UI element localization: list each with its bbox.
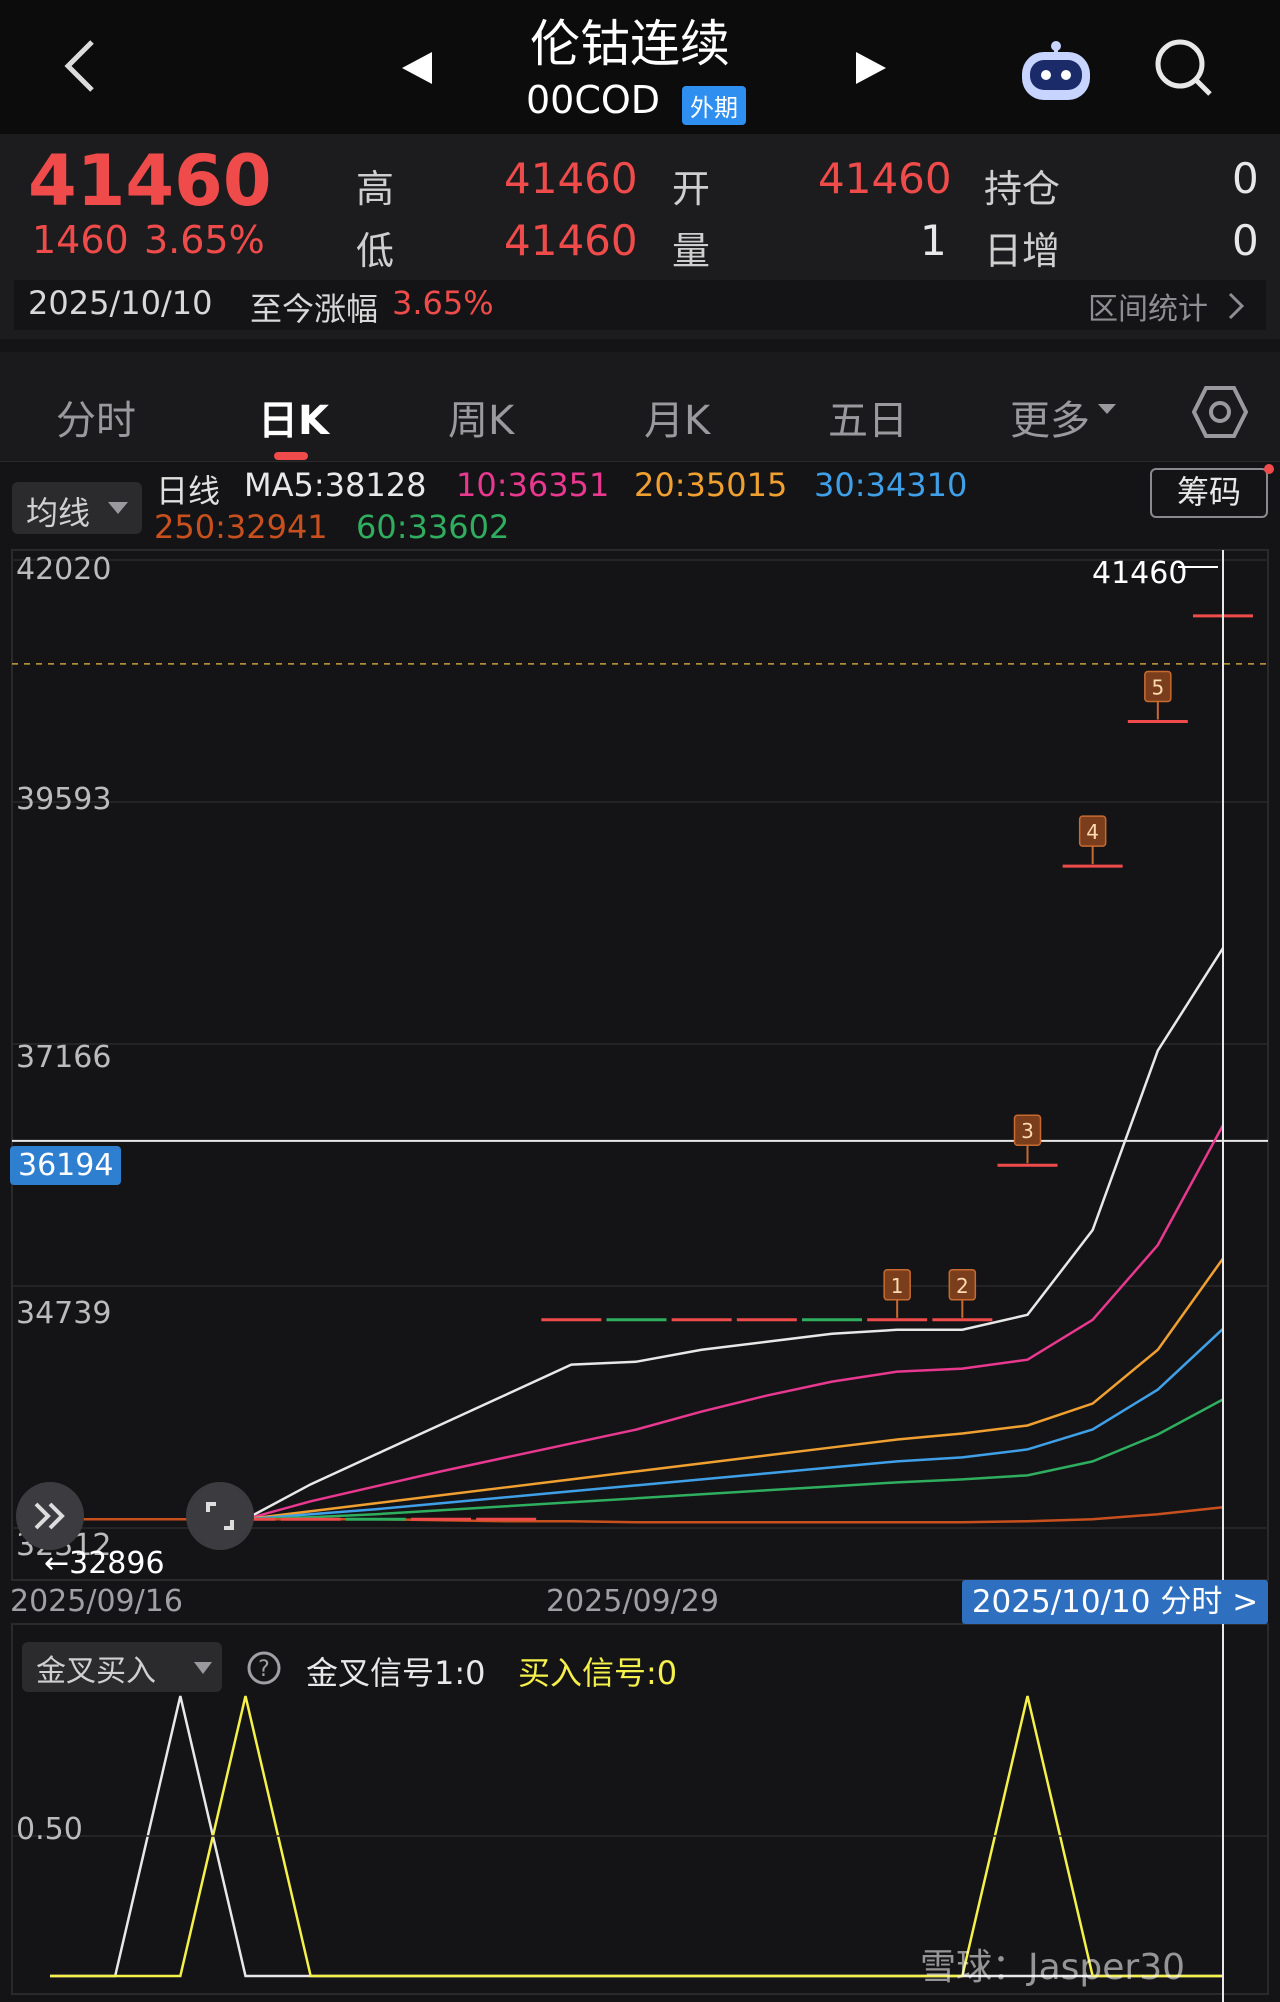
search-icon[interactable]	[1152, 36, 1216, 100]
signal-y-tick: 0.50	[16, 1812, 83, 1847]
high-value: 41460	[504, 154, 638, 203]
contract-code: 00COD	[526, 78, 661, 122]
range-stats-bar[interactable]	[14, 280, 1266, 330]
range-stats-link[interactable]: 区间统计	[1088, 292, 1208, 327]
expand-button[interactable]	[16, 1482, 84, 1550]
ma-line-MA5	[50, 947, 1225, 1521]
trade-marker-4[interactable]: 4	[1078, 815, 1107, 865]
chevron-right-icon	[1228, 292, 1245, 320]
active-tab-indicator	[274, 452, 308, 460]
tab-five-day[interactable]: 五日	[828, 398, 908, 444]
caret-down-icon	[108, 502, 128, 514]
high-label: 高	[356, 167, 395, 211]
ma10-value: 10:36351	[456, 466, 610, 504]
y-tick-2: 37166	[16, 1040, 112, 1075]
y-tick-3: 34739	[16, 1296, 112, 1331]
next-contract-icon[interactable]	[852, 50, 888, 86]
low-marker: ←32896	[44, 1546, 165, 1581]
signal-frame	[11, 1623, 1269, 1995]
position-label: 持仓	[984, 167, 1061, 211]
y-tick-0: 42020	[16, 552, 112, 587]
last-price: 41460	[28, 140, 272, 222]
trade-marker-5[interactable]: 5	[1144, 670, 1172, 720]
ma60-value: 60:33602	[356, 508, 510, 546]
daily-increase-label: 日增	[984, 229, 1061, 273]
buy-signal: 买入信号:0	[518, 1654, 678, 1692]
line-label: 日线	[156, 472, 221, 510]
svg-text:?: ?	[258, 1657, 270, 1682]
chips-button[interactable]: 筹码	[1150, 468, 1268, 518]
market-badge: 外期	[682, 86, 746, 125]
ma-select-label: 均线	[26, 494, 91, 532]
low-value: 41460	[504, 216, 638, 265]
tab-more[interactable]: 更多	[1010, 398, 1090, 444]
trade-marker-label: 4	[1086, 820, 1099, 844]
crosshair-price: 36194	[10, 1146, 122, 1185]
ma-select[interactable]: 均线	[12, 482, 142, 534]
volume-label: 量	[672, 229, 711, 273]
since-change-pct: 3.65%	[392, 284, 494, 322]
open-value: 41460	[818, 154, 952, 203]
x-label-mid: 2025/09/29	[546, 1584, 719, 1619]
ma-line-10	[50, 1124, 1225, 1521]
price-change: 1460	[32, 218, 129, 262]
settings-hex-icon[interactable]	[1192, 384, 1248, 440]
help-icon[interactable]: ?	[246, 1650, 282, 1686]
top-bar: 伦钴连续 00COD 外期	[0, 0, 1280, 134]
position-value: 0	[1232, 154, 1259, 203]
price-change-pct: 3.65%	[144, 218, 265, 262]
tab-weekly-k[interactable]: 周K	[448, 398, 515, 444]
signal-line	[50, 1695, 1223, 1978]
open-label: 开	[672, 167, 711, 211]
prev-contract-icon[interactable]	[400, 50, 436, 86]
trade-marker-label: 3	[1021, 1119, 1034, 1143]
last-price-label: 41460	[1092, 556, 1188, 591]
trade-marker-3[interactable]: 3	[1013, 1114, 1042, 1164]
last-price-arrow	[1178, 566, 1218, 568]
ma30-value: 30:34310	[814, 466, 968, 504]
fullscreen-button[interactable]	[186, 1482, 254, 1550]
kline-frame	[11, 549, 1269, 1581]
back-icon[interactable]	[60, 36, 100, 96]
trade-marker-2[interactable]: 2	[948, 1269, 977, 1318]
page-title: 伦钴连续	[530, 15, 730, 73]
x-label-start: 2025/09/16	[10, 1584, 183, 1619]
golden-cross-signal: 金叉信号1:0	[306, 1654, 486, 1692]
ma250-value: 250:32941	[154, 508, 328, 546]
since-label: 至今涨幅	[250, 290, 379, 328]
period-tabs	[0, 352, 1280, 462]
trade-marker-label: 5	[1151, 676, 1164, 700]
ma20-value: 20:35015	[634, 466, 788, 504]
low-label: 低	[356, 229, 395, 273]
double-chevron-icon	[34, 1502, 65, 1530]
tab-time-share[interactable]: 分时	[56, 398, 136, 444]
dropdown-caret-icon	[1098, 404, 1116, 414]
notification-dot	[1264, 464, 1274, 474]
ma-line-20	[50, 1257, 1225, 1521]
tab-daily-k[interactable]: 日K	[258, 398, 329, 444]
daily-increase-value: 0	[1232, 216, 1259, 265]
trade-marker-label: 1	[891, 1274, 904, 1298]
fullscreen-icon	[206, 1502, 234, 1530]
caret-down-icon	[194, 1662, 212, 1674]
robot-assistant-icon[interactable]	[1018, 38, 1094, 104]
cursor-date-timeshare-button[interactable]: 2025/10/10 分时 >	[962, 1580, 1268, 1624]
quote-date: 2025/10/10	[28, 284, 213, 322]
tab-monthly-k[interactable]: 月K	[644, 398, 711, 444]
ma5-value: MA5:38128	[244, 466, 427, 504]
y-tick-1: 39593	[16, 782, 112, 817]
volume-value: 1	[920, 216, 947, 265]
trade-marker-1[interactable]: 1	[883, 1269, 911, 1318]
signal-select-label: 金叉买入	[36, 1654, 156, 1689]
trade-marker-label: 2	[956, 1274, 969, 1298]
watermark: 雪球：Jasper30	[920, 1947, 1186, 1988]
signal-select[interactable]: 金叉买入	[22, 1642, 222, 1692]
